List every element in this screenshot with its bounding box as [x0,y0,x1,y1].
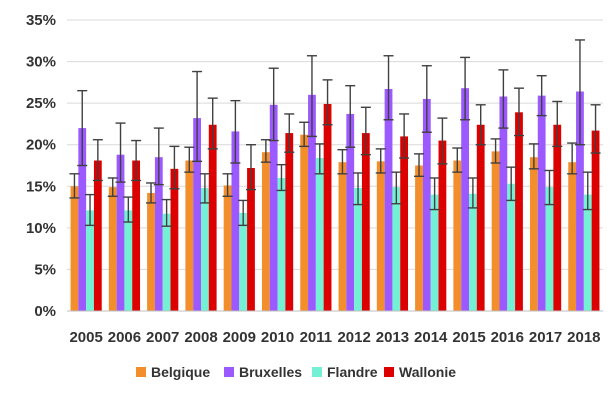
x-axis-ticks: 2005 2006 2007 2008 2009 2010 2011 2012 2013 2014… [69,329,600,346]
x-tick-label: 2005 [69,329,102,346]
x-tick-label: 2012 [337,329,370,346]
bar-bruxelles-2009 [231,131,240,311]
bar-belgique-2014 [415,165,423,311]
bar-wallonie-2008 [208,124,217,311]
y-tick-label: 10% [26,220,56,237]
y-tick-label: 15% [26,178,56,195]
x-tick-label: 2006 [108,329,141,346]
legend-label-flandre: Flandre [327,364,378,380]
bar-belgique-2017 [529,157,538,311]
bar-flandre-2017 [545,187,554,311]
bar-bruxelles-2018 [576,91,584,311]
bar-belgique-2018 [568,162,577,311]
legend-swatch-wallonie [384,367,394,377]
bar-bruxelles-2017 [537,95,546,311]
bar-belgique-2006 [108,187,117,311]
bar-wallonie-2005 [93,160,102,311]
bar-wallonie-2007 [170,168,179,311]
bar-belgique-2010 [261,152,270,311]
bar-flandre-2008 [201,187,209,311]
bar-flandre-2009 [239,212,248,311]
bar-bruxelles-2005 [78,128,87,311]
x-tick-label: 2011 [300,329,333,346]
bar-belgique-2012 [338,162,347,311]
bar-bruxelles-2014 [422,98,431,311]
y-tick-label: 30% [26,54,56,71]
bar-bruxelles-2011 [308,94,316,311]
bar-belgique-2005 [70,186,79,311]
bar-wallonie-2009 [247,167,255,311]
x-tick-label: 2009 [223,329,256,346]
error-bars [69,39,601,227]
y-tick-label: 25% [26,95,56,112]
bar-wallonie-2006 [132,160,141,311]
bar-bruxelles-2007 [154,157,163,311]
bar-belgique-2013 [376,161,385,311]
legend-label-belgique: Belgique [151,364,210,380]
y-tick-label: 35% [26,12,56,29]
bars [70,88,600,312]
bar-flandre-2016 [507,183,516,311]
legend-label-bruxelles: Bruxelles [239,364,302,380]
legend-swatch-bruxelles [224,367,234,377]
x-tick-label: 2007 [146,329,179,346]
y-tick-label: 5% [34,261,56,278]
bar-belgique-2009 [223,185,232,311]
bar-belgique-2016 [491,151,500,311]
x-tick-label: 2016 [491,329,524,346]
bar-wallonie-2016 [515,112,523,311]
bar-flandre-2018 [583,194,592,311]
bar-flandre-2012 [354,187,362,311]
bar-flandre-2005 [86,210,94,311]
bar-flandre-2007 [162,213,171,311]
bar-bruxelles-2015 [461,88,469,311]
bar-flandre-2006 [124,210,133,311]
bar-bruxelles-2010 [269,104,278,311]
x-tick-label: 2015 [452,329,485,346]
bar-bruxelles-2016 [499,96,508,312]
x-tick-label: 2014 [414,329,448,346]
bar-bruxelles-2013 [384,89,393,311]
bar-wallonie-2018 [591,130,600,311]
y-tick-label: 0% [34,303,56,320]
x-tick-label: 2010 [261,329,294,346]
bar-belgique-2007 [147,192,155,311]
bar-bruxelles-2012 [346,113,355,311]
bar-wallonie-2017 [553,124,562,311]
bar-wallonie-2013 [400,136,409,311]
y-axis-ticks: 0% 5% 10% 15% 20% 25% 30% 35% [26,12,56,320]
bar-wallonie-2010 [285,133,294,311]
bar-wallonie-2011 [323,103,332,311]
bar-belgique-2011 [300,134,309,311]
legend-swatch-belgique [136,367,146,377]
bar-wallonie-2015 [476,124,485,311]
x-tick-label: 2018 [567,329,600,346]
bar-bruxelles-2008 [193,118,201,311]
bar-bruxelles-2006 [116,154,125,311]
bar-flandre-2010 [277,177,286,311]
legend-label-wallonie: Wallonie [399,364,456,380]
bar-flandre-2014 [430,194,439,311]
bar-flandre-2015 [469,193,477,311]
x-tick-label: 2013 [376,329,409,346]
bar-belgique-2008 [185,160,194,311]
x-tick-label: 2017 [529,329,562,346]
bar-wallonie-2014 [438,140,447,311]
legend-swatch-flandre [312,367,322,377]
legend: Belgique Bruxelles Flandre Wallonie [136,364,456,380]
bar-flandre-2011 [315,158,324,311]
bar-flandre-2013 [392,187,401,311]
bar-belgique-2015 [453,160,462,311]
bar-wallonie-2012 [361,133,370,311]
y-tick-label: 20% [26,137,56,154]
x-tick-label: 2008 [184,329,217,346]
